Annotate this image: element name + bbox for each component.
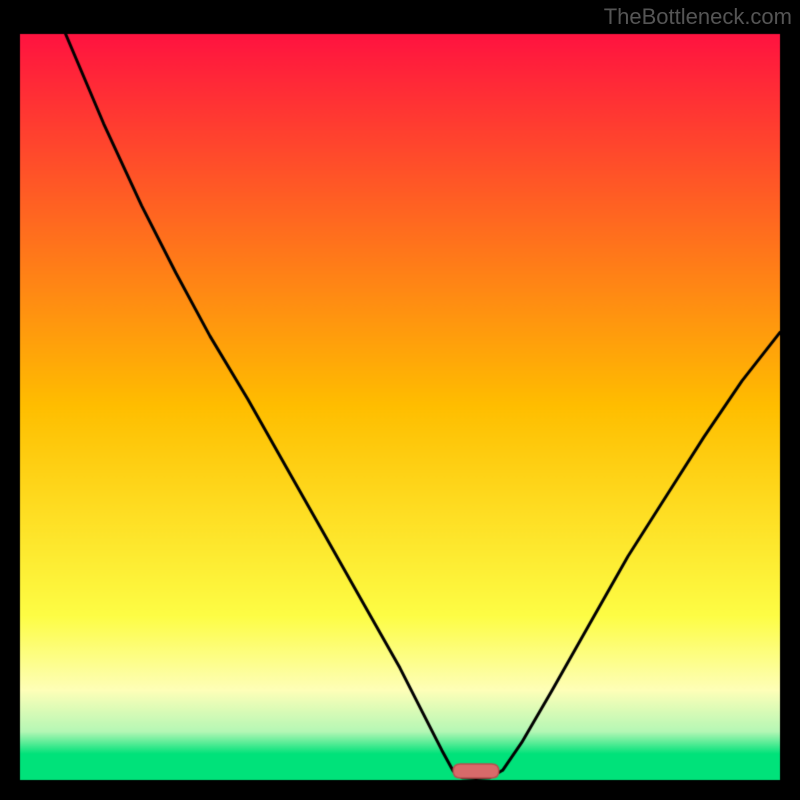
watermark-text: TheBottleneck.com [604, 4, 792, 30]
chart-container: TheBottleneck.com [0, 0, 800, 800]
bottleneck-curve-chart [0, 0, 800, 800]
